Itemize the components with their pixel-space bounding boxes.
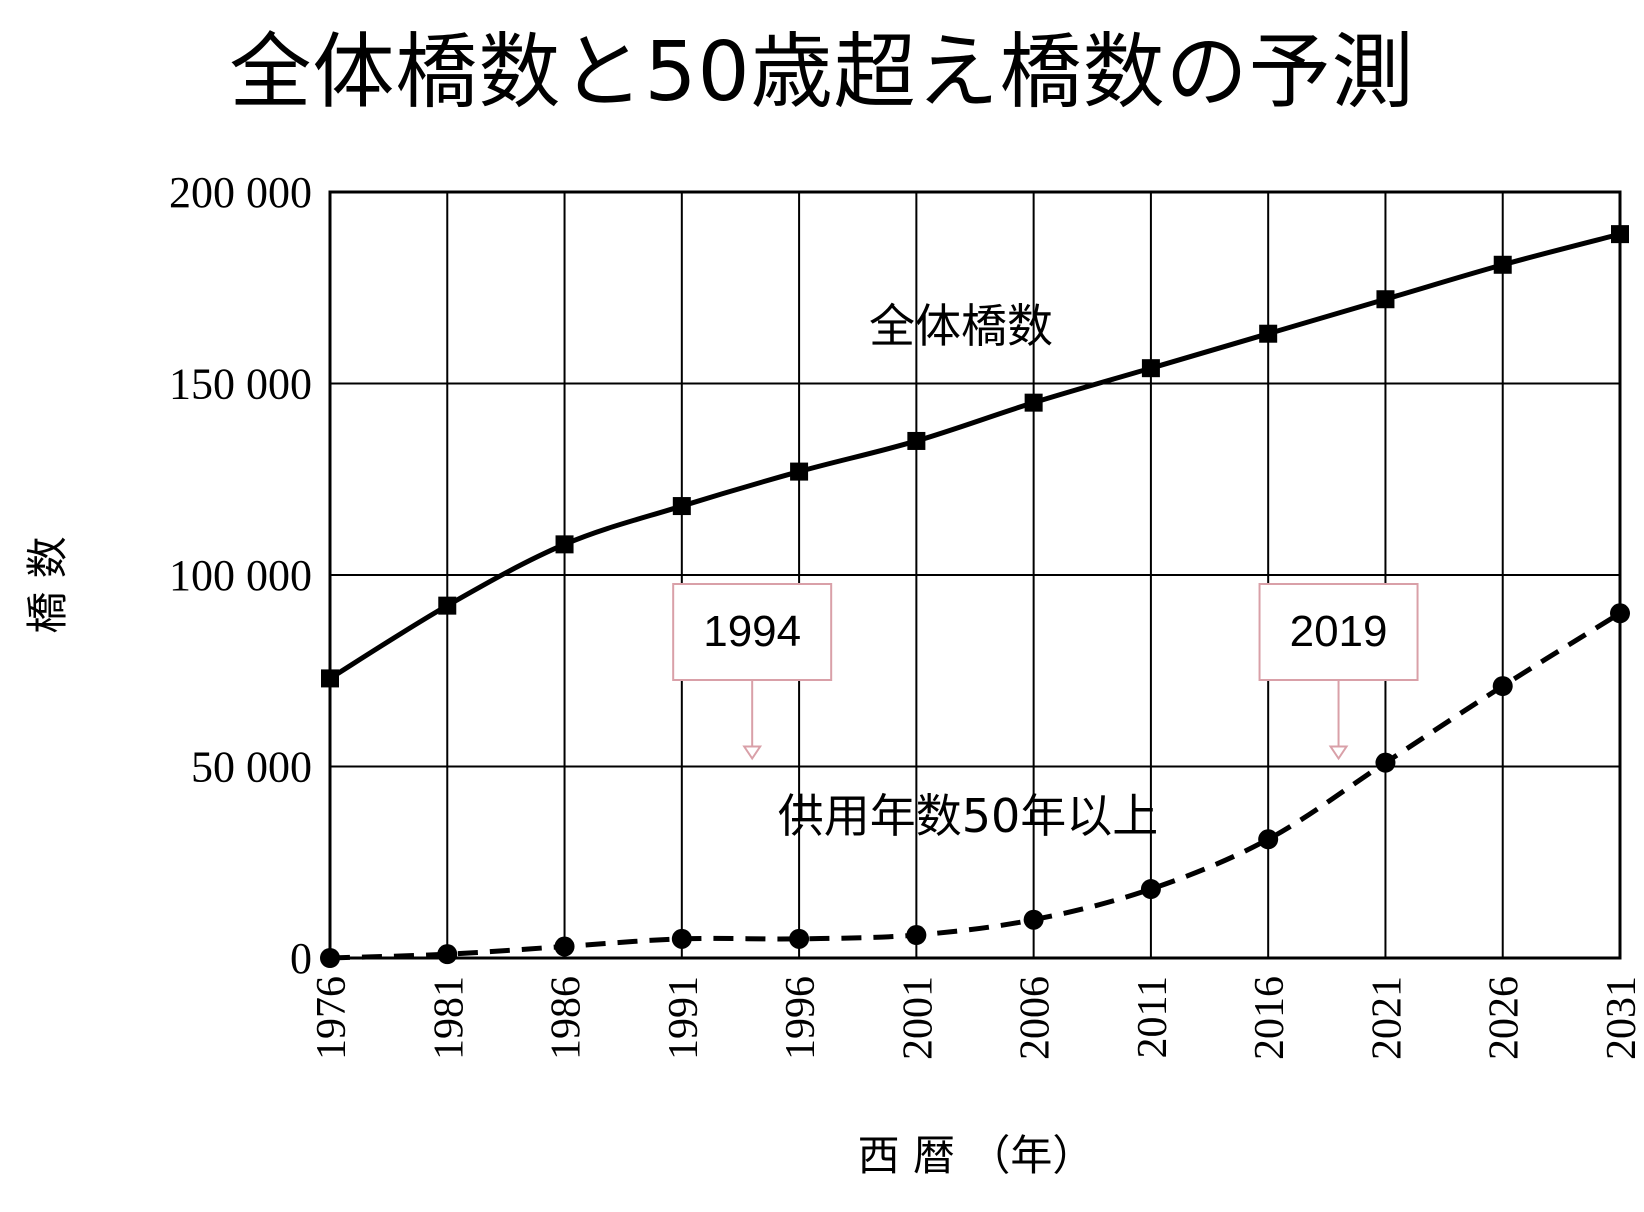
- callout-arrow-head: [742, 745, 763, 761]
- x-tick-label: 1996: [778, 976, 824, 1060]
- data-point-over50: [1258, 829, 1279, 850]
- data-point-total: [555, 535, 574, 554]
- x-tick-label: 1981: [426, 976, 472, 1060]
- callout-arrow-head: [1328, 745, 1349, 761]
- data-point-over50: [789, 928, 810, 949]
- data-point-over50: [1492, 676, 1513, 697]
- data-point-total: [790, 462, 809, 481]
- series-label-total: 全体橋数: [869, 299, 1053, 353]
- data-point-over50: [437, 944, 458, 965]
- callout-label: 1994: [703, 607, 801, 656]
- y-tick-label: 150 000: [169, 360, 312, 409]
- data-point-total: [321, 669, 339, 688]
- x-tick-label: 2011: [1130, 976, 1176, 1058]
- x-tick-label: 1991: [661, 976, 707, 1060]
- x-tick-label: 2031: [1599, 976, 1644, 1060]
- series-line-total: [328, 231, 1621, 681]
- callout-label: 2019: [1290, 607, 1388, 656]
- page-title: 全体橋数と50歳超え橋数の予測: [229, 25, 1415, 120]
- y-tick-label: 0: [290, 934, 312, 983]
- x-tick-label: 2016: [1247, 976, 1293, 1060]
- data-point-total: [1141, 359, 1160, 378]
- data-point-over50: [554, 936, 575, 957]
- data-point-total: [438, 596, 457, 615]
- series-line-over50: [329, 611, 1622, 961]
- x-tick-label: 2001: [895, 976, 941, 1060]
- callouts: 1994 2019: [672, 583, 1419, 761]
- y-tick-label: 50 000: [191, 743, 312, 792]
- x-axis-label: 西 暦 （年）: [858, 1131, 1095, 1180]
- series-layer: [320, 225, 1630, 968]
- y-tick-label: 200 000: [169, 168, 312, 217]
- ticks: 0 50 000 100 000 150 000 200 000 1976 1981 1986…: [169, 168, 1644, 1060]
- callout-box: [672, 583, 833, 681]
- data-point-total: [1376, 290, 1395, 309]
- data-point-total: [1493, 255, 1512, 274]
- data-point-over50: [1610, 603, 1630, 624]
- x-tick-label: 1976: [309, 976, 355, 1060]
- y-tick-label: 100 000: [169, 551, 312, 600]
- grid: [328, 190, 1622, 960]
- data-point-over50: [1375, 752, 1396, 773]
- x-tick-label: 1986: [544, 976, 590, 1060]
- data-point-over50: [906, 925, 927, 946]
- x-tick-label: 2021: [1364, 976, 1410, 1060]
- data-point-over50: [1023, 909, 1044, 930]
- data-point-total: [1259, 324, 1278, 343]
- y-axis-label: 橋 数: [23, 536, 72, 633]
- callout-box: [1258, 583, 1419, 681]
- labels: 全体橋数 供用年数50年以上 西 暦 （年） 橋 数: [23, 299, 1158, 1180]
- data-point-total: [1024, 393, 1043, 412]
- data-point-total: [1611, 225, 1629, 244]
- data-point-over50: [320, 948, 340, 968]
- series-label-over50: 供用年数50年以上: [778, 789, 1159, 843]
- data-point-over50: [1140, 879, 1161, 900]
- data-point-total: [672, 497, 691, 516]
- x-tick-label: 2026: [1482, 976, 1528, 1060]
- x-tick-label: 2006: [1013, 976, 1059, 1060]
- data-point-total: [907, 431, 926, 450]
- data-point-over50: [671, 928, 692, 949]
